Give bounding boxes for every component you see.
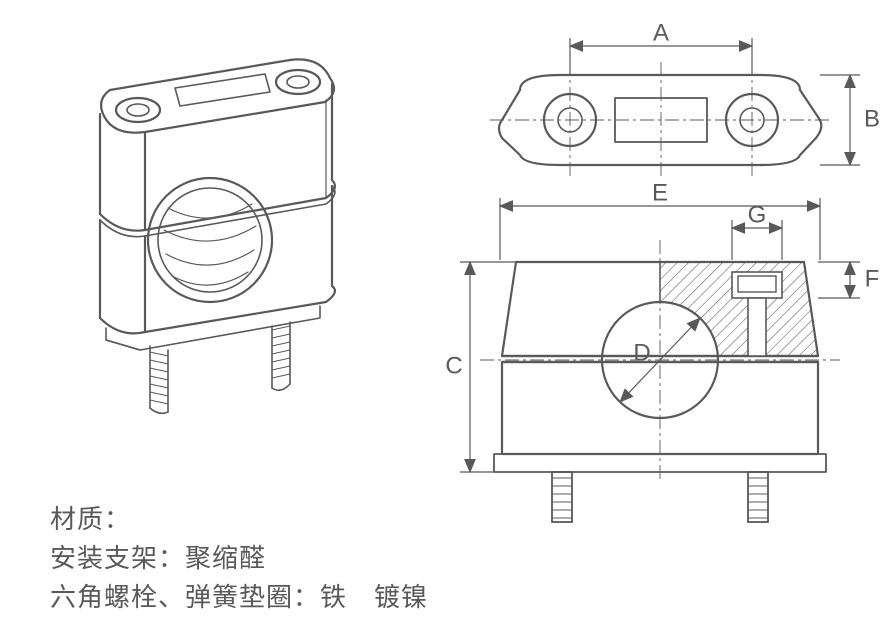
dim-a-label: A [653, 20, 669, 46]
dim-d-label: D [633, 339, 650, 366]
material-bracket-value: 聚缩醛 [185, 544, 266, 573]
material-spec: 材质： 安装支架：聚缩醛 六角螺栓、弹簧垫圈：铁 镀镍 [50, 500, 428, 617]
dim-c-label: C [445, 352, 462, 379]
material-bracket-label: 安装支架： [50, 544, 185, 573]
dim-b-label: B [864, 105, 880, 132]
dim-g-label: G [748, 201, 767, 228]
dim-f-label: F [865, 265, 880, 292]
material-bolt-label: 六角螺栓、弹簧垫圈： [50, 583, 320, 612]
material-heading: 材质： [50, 500, 428, 539]
top-view: A B [420, 20, 890, 190]
isometric-view [40, 30, 380, 430]
front-view: E G F [420, 180, 890, 540]
material-bolt-value: 铁 镀镍 [320, 583, 428, 612]
dim-e-label: E [652, 180, 668, 206]
